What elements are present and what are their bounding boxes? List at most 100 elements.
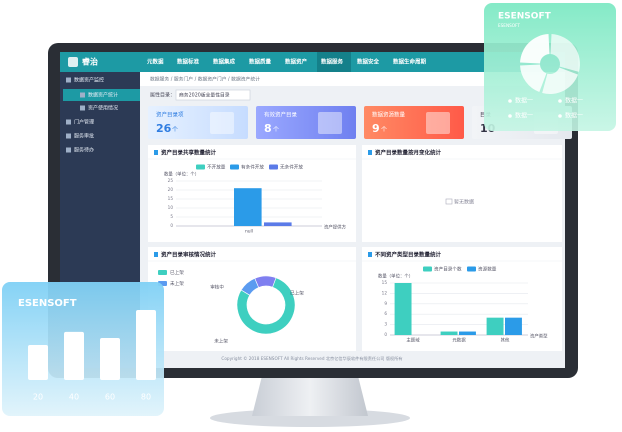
slice-label: 未上架 [214, 338, 228, 345]
card-value: 8 [264, 122, 272, 135]
legend-label: 有条件开放 [241, 164, 264, 171]
card-illustration [210, 112, 234, 134]
card-title: 数据资源数量 [372, 111, 406, 119]
sidebar-icon [66, 133, 71, 139]
bar [136, 310, 156, 380]
sidebar-icon [66, 147, 71, 153]
y-tick-label: 25 [168, 178, 174, 183]
panel-title: 不同资产类型目录数量统计 [375, 251, 442, 259]
nav-item[interactable]: 数据服务 [321, 58, 344, 66]
panel-title: 资产目录共享数量统计 [161, 149, 217, 157]
legend-label: 数据一 [565, 112, 583, 120]
badge-subtitle: ESENSOFT [498, 23, 520, 28]
x-tick-label: 20 [33, 393, 43, 402]
nav-active [317, 52, 351, 72]
nav-item[interactable]: 数据标准 [177, 58, 200, 66]
legend-label: 未上架 [170, 280, 184, 287]
sidebar-item[interactable]: 数据资产统计 [88, 92, 118, 99]
card-illustration [318, 112, 342, 134]
donut-slice [240, 277, 259, 296]
legend-label: 不开放量 [207, 164, 226, 171]
bar [459, 331, 476, 335]
bar [264, 222, 292, 226]
y-tick-label: 10 [168, 205, 174, 210]
content: 睿治 元数据 数据标准 数据集成 数据质量 数据资产 数据服务 数据安全 数据生命周期数据资产监… [63, 52, 572, 362]
legend-label: 数据一 [565, 97, 583, 105]
nav-item[interactable]: 数据生命周期 [393, 58, 427, 66]
y-tick-label: 6 [384, 311, 387, 316]
y-tick-label: 15 [168, 196, 174, 201]
sidebar-item[interactable]: 数据资产监控 [74, 77, 104, 84]
filter-select[interactable] [175, 89, 251, 101]
legend-label: 数据一 [515, 112, 533, 120]
nav-item[interactable]: 数据集成 [213, 58, 236, 66]
legend-label: 数据一 [515, 97, 533, 105]
top-nav [60, 52, 565, 72]
pie-slice [542, 67, 579, 95]
panel-title: 资产目录数量按月变化统计 [375, 149, 442, 157]
legend-label: 资产目录个数 [434, 266, 462, 273]
sidebar-item[interactable]: 服务审批 [74, 133, 94, 140]
legend-dot [508, 114, 512, 118]
card-title: 资产目录项 [156, 111, 184, 119]
x-tick-label: 40 [69, 393, 79, 402]
sidebar-active [63, 89, 140, 101]
bar [28, 345, 48, 380]
bar [100, 338, 120, 380]
x-tick-label: 80 [141, 393, 151, 402]
pie-slice [520, 64, 547, 93]
card-value: 9 [372, 122, 380, 135]
sidebar-icon [80, 92, 85, 98]
card-unit: 个 [273, 127, 279, 134]
sidebar-icon [80, 105, 85, 111]
y-tick-label: 12 [382, 290, 388, 295]
card-illustration [426, 112, 450, 134]
legend-swatch [269, 164, 278, 170]
bar [394, 283, 412, 335]
nav-item[interactable]: 数据资产 [285, 58, 308, 66]
stat-card [364, 106, 464, 139]
legend-label: 资源数量 [478, 266, 497, 273]
panel-icon [154, 252, 158, 257]
logo: 睿治 [82, 57, 98, 67]
legend-swatch [467, 266, 476, 272]
legend-swatch [158, 270, 167, 275]
breadcrumb: 数据服务 / 服务门户 / 数据资产门户 / 数据资产统计 [150, 76, 260, 83]
x-tick-label: 元数据 [452, 337, 466, 344]
legend-label: 无条件开放 [280, 164, 303, 171]
filter-label: 属性目录： [150, 92, 175, 99]
legend-dot [558, 99, 562, 103]
sidebar-item[interactable]: 服务待办 [74, 147, 94, 154]
legend-label: 已上架 [170, 269, 184, 276]
footer: Copyright © 2018 ESENSOFT All Rights Res… [221, 355, 402, 362]
bar [440, 331, 458, 335]
panel-title: 资产目录审核情况统计 [161, 251, 217, 259]
nav-item[interactable]: 数据安全 [357, 58, 380, 66]
stat-card [148, 106, 248, 139]
empty-icon [445, 198, 453, 205]
y-tick-label: 5 [170, 214, 173, 219]
sidebar-item[interactable]: 资产使用情况 [88, 105, 118, 112]
y-tick-label: 9 [384, 301, 387, 306]
x-tick-label: 主题域 [406, 337, 420, 344]
slice-label: 审核中 [210, 284, 224, 291]
panel-icon [154, 150, 158, 155]
card-value: 26 [156, 122, 172, 135]
panel [362, 145, 562, 242]
y-tick-label: 0 [384, 332, 387, 337]
y-tick-label: 20 [168, 187, 174, 192]
filter-value[interactable]: 商务2020版全量性目录 [179, 92, 230, 99]
nav-item[interactable]: 数据质量 [249, 58, 272, 66]
sidebar-item[interactable]: 门户管理 [74, 119, 94, 126]
nav-item[interactable]: 元数据 [147, 58, 164, 66]
x-axis-label: 资产提供方 [324, 224, 347, 231]
slice-label: 已上架 [290, 290, 304, 297]
x-tick-label: 其他 [501, 337, 510, 344]
y-tick-label: 0 [170, 223, 173, 228]
stand-neck [252, 376, 368, 416]
panel [148, 247, 356, 351]
y-tick-label: 3 [384, 322, 387, 327]
sidebar-icon [66, 119, 71, 125]
logo-icon [68, 57, 78, 67]
